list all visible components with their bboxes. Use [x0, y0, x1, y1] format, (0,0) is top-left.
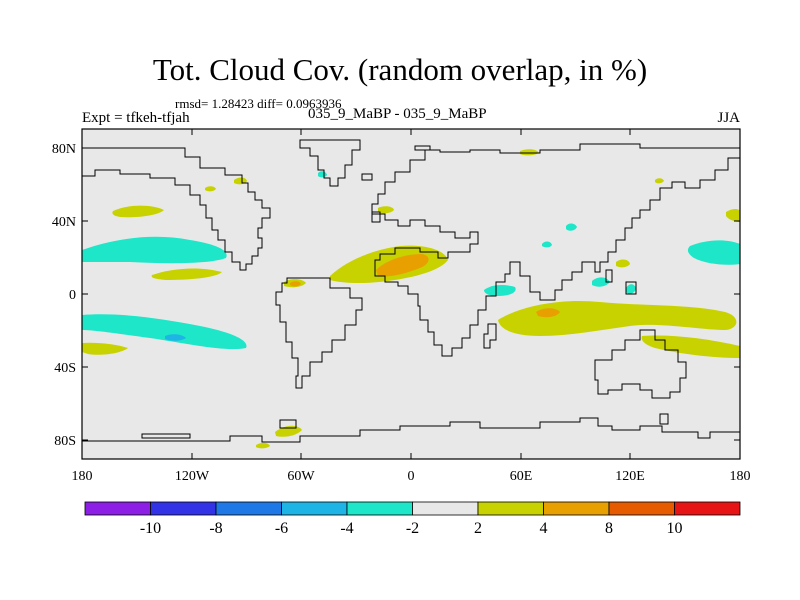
pos-core-indian-ocean	[536, 308, 560, 318]
y-label-40n: 40N	[52, 215, 76, 230]
x-label-120e: 120E	[615, 469, 645, 484]
neg-region-arabian	[484, 285, 516, 296]
pos-region-south-pacific-west	[82, 342, 128, 355]
tick-marks	[81, 129, 741, 459]
y-label-40s: 40S	[54, 361, 76, 376]
coast-uk	[371, 211, 381, 223]
colorbar-boxes	[84, 501, 741, 516]
positive-anomaly-cores	[290, 254, 560, 318]
x-label-180w: 180	[72, 469, 93, 484]
neg-region-bay-bengal	[566, 223, 577, 231]
pos-region-asia	[616, 259, 630, 268]
map-title: Tot. Cloud Cov. (random overlap, in %)	[152, 52, 648, 87]
colorbar-box	[477, 501, 544, 516]
case-name-label: 035_9_MaBP - 035_9_MaBP	[308, 106, 487, 122]
coast-japan	[605, 269, 613, 283]
neg-region-north-pacific	[82, 236, 227, 264]
pos-region-arctic	[205, 186, 216, 192]
colorbar-box	[281, 501, 348, 516]
coast-eurasia-africa	[371, 143, 740, 357]
y-axis-labels: 80N 40N 0 40S 80S	[52, 142, 76, 449]
pos-region-central-pacific	[151, 268, 222, 280]
y-label-0: 0	[69, 288, 76, 303]
neg-region-east-pacific	[687, 240, 740, 265]
pos-core-south-america	[290, 281, 301, 287]
y-label-80s: 80S	[54, 434, 76, 449]
neg-core-south-pacific	[165, 334, 186, 341]
pos-region-south-pacific-east	[641, 335, 740, 358]
coast-new-zealand	[659, 413, 669, 425]
colorbar-label: -4	[340, 520, 353, 537]
colorbar-box	[543, 501, 610, 516]
x-label-0: 0	[408, 469, 415, 484]
colorbar-box	[150, 501, 217, 516]
coast-philippines	[625, 281, 637, 295]
map-panel: 180 120W 60W 0 60E 120E 180 80N 40N 0 40…	[52, 128, 751, 484]
colorbar-box	[412, 501, 479, 516]
colorbar-label: -10	[140, 520, 161, 537]
coast-greenland	[299, 139, 361, 187]
pos-region-europe	[378, 206, 394, 214]
pos-region-north-pacific-east	[726, 209, 740, 222]
colorbar-label: 2	[474, 520, 482, 537]
coast-small-island-1	[141, 433, 191, 439]
colorbar-box	[674, 501, 741, 516]
neg-region-north-atlantic	[318, 171, 327, 178]
y-label-80n: 80N	[52, 142, 76, 157]
experiment-label: Expt = tfkeh-tfjah	[82, 110, 190, 126]
colorbar-label: -6	[275, 520, 288, 537]
neg-region-indonesia	[626, 284, 636, 294]
colorbar-label: 10	[667, 520, 683, 537]
colorbar-labels: -10 -8 -6 -4 -2 2 4 8 10	[140, 520, 683, 537]
colorbar-label: -8	[209, 520, 222, 537]
coast-iceland	[361, 173, 373, 181]
pos-region-north-atlantic	[520, 149, 539, 156]
colorbar-label: 4	[540, 520, 548, 537]
coast-australia	[594, 329, 687, 399]
negative-anomaly-regions	[82, 171, 740, 350]
pos-region-indo-pacific	[498, 300, 737, 336]
coast-antarctica	[82, 417, 740, 443]
coast-arctic-island	[414, 145, 431, 151]
x-axis-labels: 180 120W 60W 0 60E 120E 180	[72, 469, 751, 484]
pos-region-far-south	[256, 442, 270, 449]
pos-region-high-lat	[655, 178, 664, 184]
coast-madagascar	[483, 323, 497, 349]
colorbar: -10 -8 -6 -4 -2 2 4 8 10	[84, 501, 741, 537]
x-label-60w: 60W	[287, 469, 315, 484]
colorbar-box	[84, 501, 151, 516]
negative-anomaly-cores	[165, 334, 186, 341]
colorbar-box	[608, 501, 675, 516]
colorbar-box	[215, 501, 282, 516]
x-label-120w: 120W	[175, 469, 210, 484]
colorbar-label: 8	[605, 520, 613, 537]
colorbar-box	[346, 501, 413, 516]
season-label: JJA	[717, 110, 740, 126]
pos-core-west-africa	[376, 254, 429, 277]
neg-region-tibet	[542, 241, 552, 248]
neg-region-south-pacific	[82, 314, 247, 350]
x-label-60e: 60E	[510, 469, 533, 484]
coast-small-island-2	[279, 419, 297, 429]
coast-south-america	[275, 277, 363, 389]
x-label-180e: 180	[730, 469, 751, 484]
colorbar-label: -2	[406, 520, 419, 537]
coast-north-america	[82, 147, 271, 271]
pos-region-north-pacific	[112, 205, 164, 218]
coastlines	[82, 139, 740, 443]
stats-label: rmsd= 1.28423 diff= 0.0963936	[175, 96, 342, 111]
